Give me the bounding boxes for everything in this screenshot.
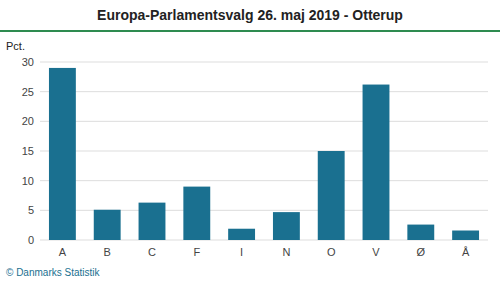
y-tick-label: 25	[22, 86, 34, 98]
title: Europa-Parlamentsvalg 26. maj 2019 - Ott…	[97, 7, 403, 23]
grid-line	[40, 62, 488, 63]
x-tick-label: A	[59, 246, 67, 258]
x-tick-label: Ø	[417, 246, 426, 258]
x-tick-label: V	[372, 246, 380, 258]
grid-line	[40, 151, 488, 152]
bar	[228, 229, 255, 240]
bar	[94, 210, 121, 240]
y-tick-label: 30	[22, 56, 34, 68]
grid	[40, 62, 488, 240]
x-tick-label: B	[104, 246, 111, 258]
title-rule	[0, 30, 500, 32]
y-tick-label: 10	[22, 175, 34, 187]
y-tick-label: 0	[28, 234, 34, 246]
x-tick-label: N	[282, 246, 290, 258]
grid-line	[40, 91, 488, 92]
chart-svg: Europa-Parlamentsvalg 26. maj 2019 - Ott…	[0, 0, 500, 282]
y-tick-label: 15	[22, 145, 34, 157]
bar	[407, 225, 434, 240]
x-tick-label: F	[193, 246, 200, 258]
x-tick-label: C	[148, 246, 156, 258]
footer: © Danmarks Statistik	[6, 267, 101, 278]
bar	[452, 231, 479, 240]
y-tick-label: 20	[22, 115, 34, 127]
chart-container: Europa-Parlamentsvalg 26. maj 2019 - Ott…	[0, 0, 500, 282]
y-tick-label: 5	[28, 204, 34, 216]
x-tick-label: Å	[462, 246, 470, 258]
bar	[363, 85, 390, 240]
grid-line	[40, 121, 488, 122]
bar	[273, 212, 300, 240]
y-axis-label: Pct.	[6, 40, 25, 52]
x-tick-label: O	[327, 246, 336, 258]
background	[0, 0, 500, 282]
bar	[139, 203, 166, 240]
y-tick-labels: 0 5 10 15 20 25 30	[22, 56, 34, 246]
bar	[318, 151, 345, 240]
bars	[49, 68, 479, 240]
bar	[49, 68, 76, 240]
x-tick-labels: ABCFINOVØÅ	[59, 246, 470, 258]
grid-line	[40, 180, 488, 181]
x-tick-label: I	[240, 246, 243, 258]
bar	[183, 187, 210, 240]
